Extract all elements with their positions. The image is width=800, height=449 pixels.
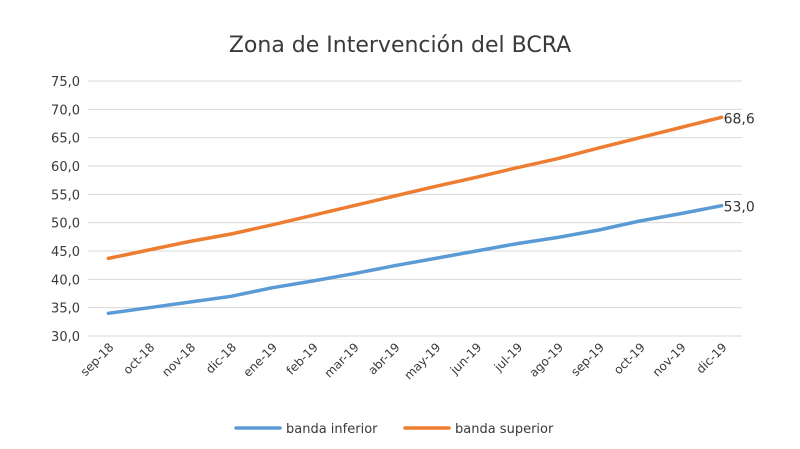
legend-label: banda inferior <box>286 422 378 437</box>
series-line-2 <box>106 115 724 261</box>
x-tick-label: sep-19 <box>568 340 607 379</box>
series-line-1 <box>106 203 724 316</box>
x-tick-label: jul-19 <box>491 340 526 375</box>
y-axis-ticks: 30,0 35,0 40,0 45,0 50,0 55,0 60,0 65,0 70,0 75,0 <box>51 75 80 345</box>
x-tick-label: oct-19 <box>611 340 648 377</box>
y-tick-label: 55,0 <box>51 188 80 203</box>
series-lines <box>106 115 724 316</box>
data-labels: 53,0 68,6 <box>724 111 755 215</box>
gridlines <box>88 80 742 337</box>
y-tick-label: 65,0 <box>51 132 80 147</box>
end-data-label: 53,0 <box>724 200 755 216</box>
x-tick-label: abr-19 <box>365 340 402 377</box>
x-tick-label: sep-18 <box>78 340 117 379</box>
x-axis-ticks: sep-18 oct-18 nov-18 dic-18 ene-19 feb-19 mar-… <box>78 340 730 382</box>
x-tick-label: oct-18 <box>120 340 157 377</box>
x-tick-label: dic-19 <box>694 340 730 376</box>
x-tick-label: jun-19 <box>447 340 485 378</box>
end-data-label: 68,6 <box>724 111 755 127</box>
y-tick-label: 50,0 <box>51 217 80 232</box>
x-tick-label: feb-19 <box>284 340 321 377</box>
x-tick-label: ene-19 <box>240 340 280 380</box>
legend: banda inferior banda superior <box>234 422 554 437</box>
y-tick-label: 40,0 <box>51 273 80 288</box>
y-tick-label: 30,0 <box>51 330 80 345</box>
y-tick-label: 75,0 <box>51 75 80 90</box>
chart-title: Zona de Intervención del BCRA <box>229 33 571 58</box>
x-tick-label: dic-18 <box>203 340 239 376</box>
y-tick-label: 60,0 <box>51 160 80 175</box>
x-tick-label: ago-19 <box>526 340 566 380</box>
x-tick-label: nov-19 <box>650 340 689 379</box>
y-tick-label: 45,0 <box>51 245 80 260</box>
x-tick-label: may-19 <box>401 340 443 382</box>
y-tick-label: 35,0 <box>51 302 80 317</box>
y-tick-label: 70,0 <box>51 103 80 118</box>
x-tick-label: mar-19 <box>322 340 362 380</box>
x-tick-label: nov-18 <box>159 340 198 379</box>
legend-label: banda superior <box>455 422 554 437</box>
